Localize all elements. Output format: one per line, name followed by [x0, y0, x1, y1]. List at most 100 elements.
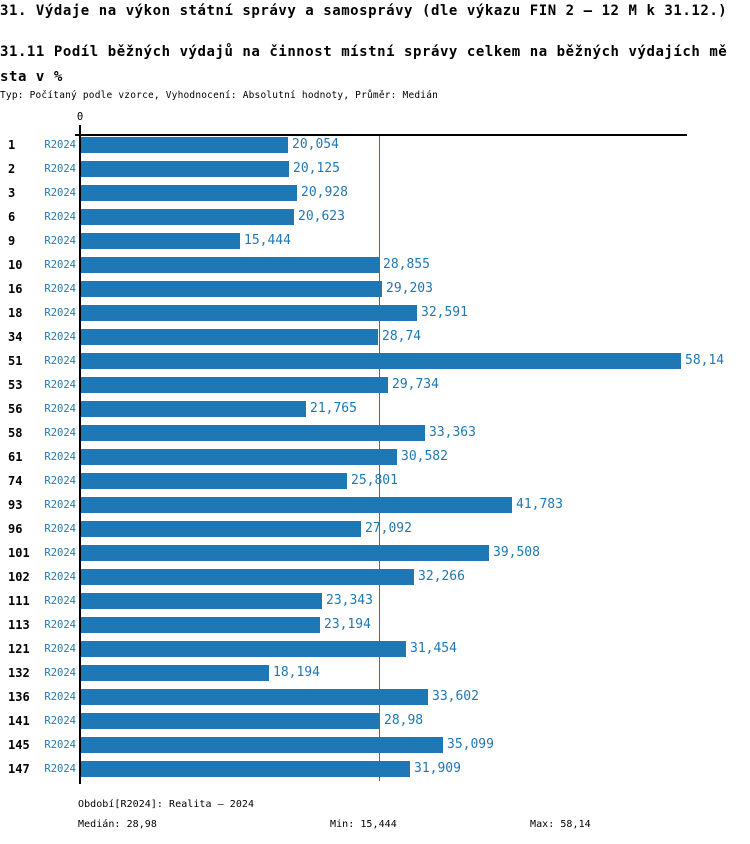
- bar-value-label: 20,125: [293, 161, 340, 176]
- row-series-label: R2024: [44, 595, 76, 607]
- row-series-label: R2024: [44, 283, 76, 295]
- row-category-label: 10: [8, 258, 23, 272]
- bar-value-label: 23,194: [324, 617, 371, 632]
- footer-min-label: Min: 15,444: [330, 819, 397, 830]
- row-category-label: 56: [8, 402, 23, 416]
- bar-value-label: 20,928: [301, 185, 348, 200]
- x-axis-zero-tick-label: 0: [76, 111, 84, 123]
- bar: [81, 329, 378, 345]
- row-series-label: R2024: [44, 187, 76, 199]
- row-series-label: R2024: [44, 523, 76, 535]
- x-axis-line: [75, 134, 687, 136]
- row-category-label: 121: [8, 642, 30, 656]
- bar: [81, 305, 417, 321]
- bar: [81, 185, 297, 201]
- bar: [81, 689, 428, 705]
- bar: [81, 641, 406, 657]
- bar-value-label: 25,801: [351, 473, 398, 488]
- report-title: 31. Výdaje na výkon státní správy a samo…: [0, 3, 728, 19]
- row-category-label: 16: [8, 282, 23, 296]
- bar: [81, 737, 443, 753]
- bar-value-label: 58,14: [685, 353, 725, 368]
- row-category-label: 18: [8, 306, 23, 320]
- footer-max-label: Max: 58,14: [530, 819, 591, 830]
- row-category-label: 101: [8, 546, 30, 560]
- bar-value-label: 31,909: [414, 761, 461, 776]
- bar-value-label: 21,765: [310, 401, 357, 416]
- row-series-label: R2024: [44, 307, 76, 319]
- row-series-label: R2024: [44, 499, 76, 511]
- bar: [81, 449, 397, 465]
- indicator-subtitle-line2: sta v %: [0, 69, 63, 85]
- bar-value-label: 23,343: [326, 593, 373, 608]
- row-series-label: R2024: [44, 379, 76, 391]
- bar: [81, 713, 380, 729]
- row-category-label: 58: [8, 426, 23, 440]
- row-category-label: 6: [8, 210, 16, 224]
- y-axis-line: [79, 125, 81, 784]
- row-category-label: 96: [8, 522, 23, 536]
- bar-value-label: 35,099: [447, 737, 494, 752]
- row-series-label: R2024: [44, 163, 76, 175]
- indicator-subtitle-line1: 31.11 Podíl běžných výdajů na činnost mí…: [0, 44, 728, 60]
- row-category-label: 111: [8, 594, 30, 608]
- bar: [81, 401, 306, 417]
- bar-value-label: 39,508: [493, 545, 540, 560]
- row-series-label: R2024: [44, 259, 76, 271]
- bar: [81, 521, 361, 537]
- bar: [81, 137, 288, 153]
- bar: [81, 425, 425, 441]
- row-category-label: 132: [8, 666, 30, 680]
- bar-value-label: 20,054: [292, 137, 339, 152]
- bar-value-label: 28,855: [383, 257, 430, 272]
- row-category-label: 61: [8, 450, 23, 464]
- row-series-label: R2024: [44, 331, 76, 343]
- indicator-meta-line: Typ: Počítaný podle vzorce, Vyhodnocení:…: [0, 90, 439, 101]
- row-category-label: 145: [8, 738, 30, 752]
- bar: [81, 497, 512, 513]
- row-series-label: R2024: [44, 235, 76, 247]
- bar: [81, 569, 414, 585]
- bar: [81, 593, 322, 609]
- bar-value-label: 33,602: [432, 689, 479, 704]
- bar-value-label: 31,454: [410, 641, 457, 656]
- bar: [81, 545, 489, 561]
- row-series-label: R2024: [44, 139, 76, 151]
- row-series-label: R2024: [44, 691, 76, 703]
- row-series-label: R2024: [44, 355, 76, 367]
- bar: [81, 281, 382, 297]
- row-category-label: 136: [8, 690, 30, 704]
- bar-value-label: 30,582: [401, 449, 448, 464]
- row-category-label: 147: [8, 762, 30, 776]
- row-category-label: 141: [8, 714, 30, 728]
- bar-value-label: 20,623: [298, 209, 345, 224]
- row-series-label: R2024: [44, 211, 76, 223]
- bar: [81, 761, 410, 777]
- bar: [81, 353, 681, 369]
- bar-value-label: 29,203: [386, 281, 433, 296]
- bar: [81, 161, 289, 177]
- row-category-label: 74: [8, 474, 23, 488]
- row-series-label: R2024: [44, 739, 76, 751]
- bar-value-label: 15,444: [244, 233, 291, 248]
- row-category-label: 2: [8, 162, 16, 176]
- bar-value-label: 32,266: [418, 569, 465, 584]
- row-series-label: R2024: [44, 715, 76, 727]
- row-series-label: R2024: [44, 475, 76, 487]
- row-series-label: R2024: [44, 667, 76, 679]
- footer-median-label: Medián: 28,98: [78, 819, 157, 830]
- bar-value-label: 29,734: [392, 377, 439, 392]
- row-series-label: R2024: [44, 763, 76, 775]
- row-category-label: 3: [8, 186, 16, 200]
- bar: [81, 209, 294, 225]
- bar: [81, 257, 379, 273]
- bar: [81, 473, 347, 489]
- bar-value-label: 28,74: [382, 329, 422, 344]
- row-series-label: R2024: [44, 451, 76, 463]
- bar-value-label: 28,98: [384, 713, 424, 728]
- bar: [81, 617, 320, 633]
- row-series-label: R2024: [44, 619, 76, 631]
- row-series-label: R2024: [44, 643, 76, 655]
- row-category-label: 93: [8, 498, 23, 512]
